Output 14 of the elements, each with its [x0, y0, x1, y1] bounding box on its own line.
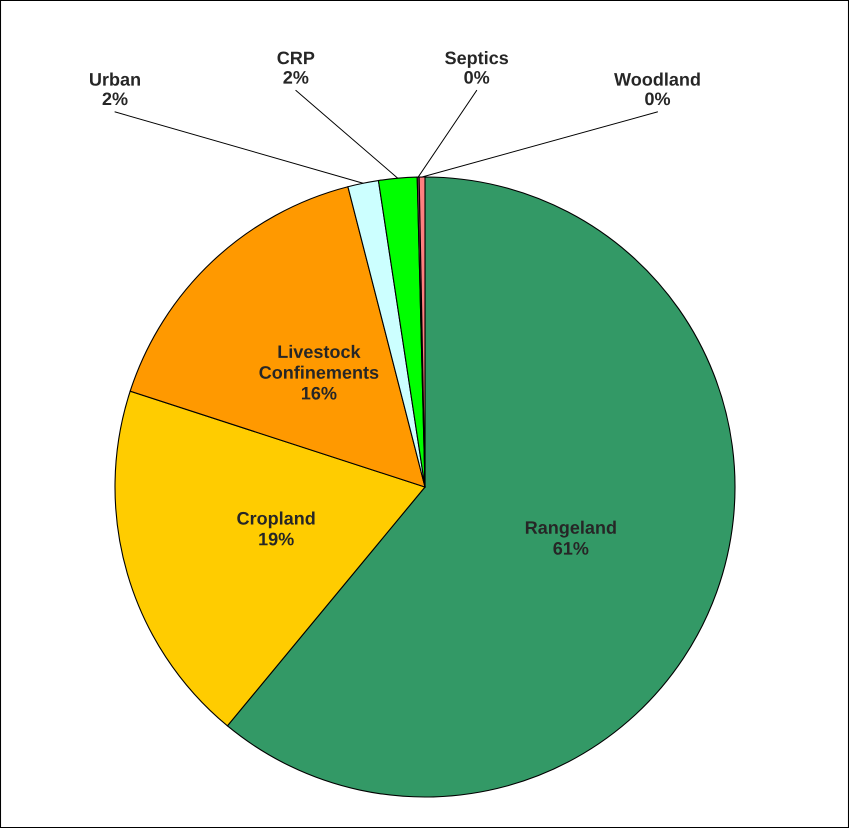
slice-label: Livestock Confinements: [259, 344, 378, 379]
slice-label: Woodland: [614, 72, 700, 86]
data-label: 0%: [464, 70, 490, 84]
data-label: 16%: [302, 386, 336, 400]
slice-label: Rangeland: [526, 520, 616, 538]
slice-label: Septics: [445, 51, 508, 68]
data-label: 19%: [259, 532, 294, 546]
data-label: 2%: [283, 70, 308, 84]
slice-label: Urban: [90, 72, 140, 86]
slice-label: CRP: [278, 52, 314, 64]
slice-label: Cropland: [237, 511, 315, 528]
data-label: 2%: [102, 92, 128, 106]
data-label: 61%: [553, 542, 588, 555]
data-label: 0%: [645, 92, 670, 106]
